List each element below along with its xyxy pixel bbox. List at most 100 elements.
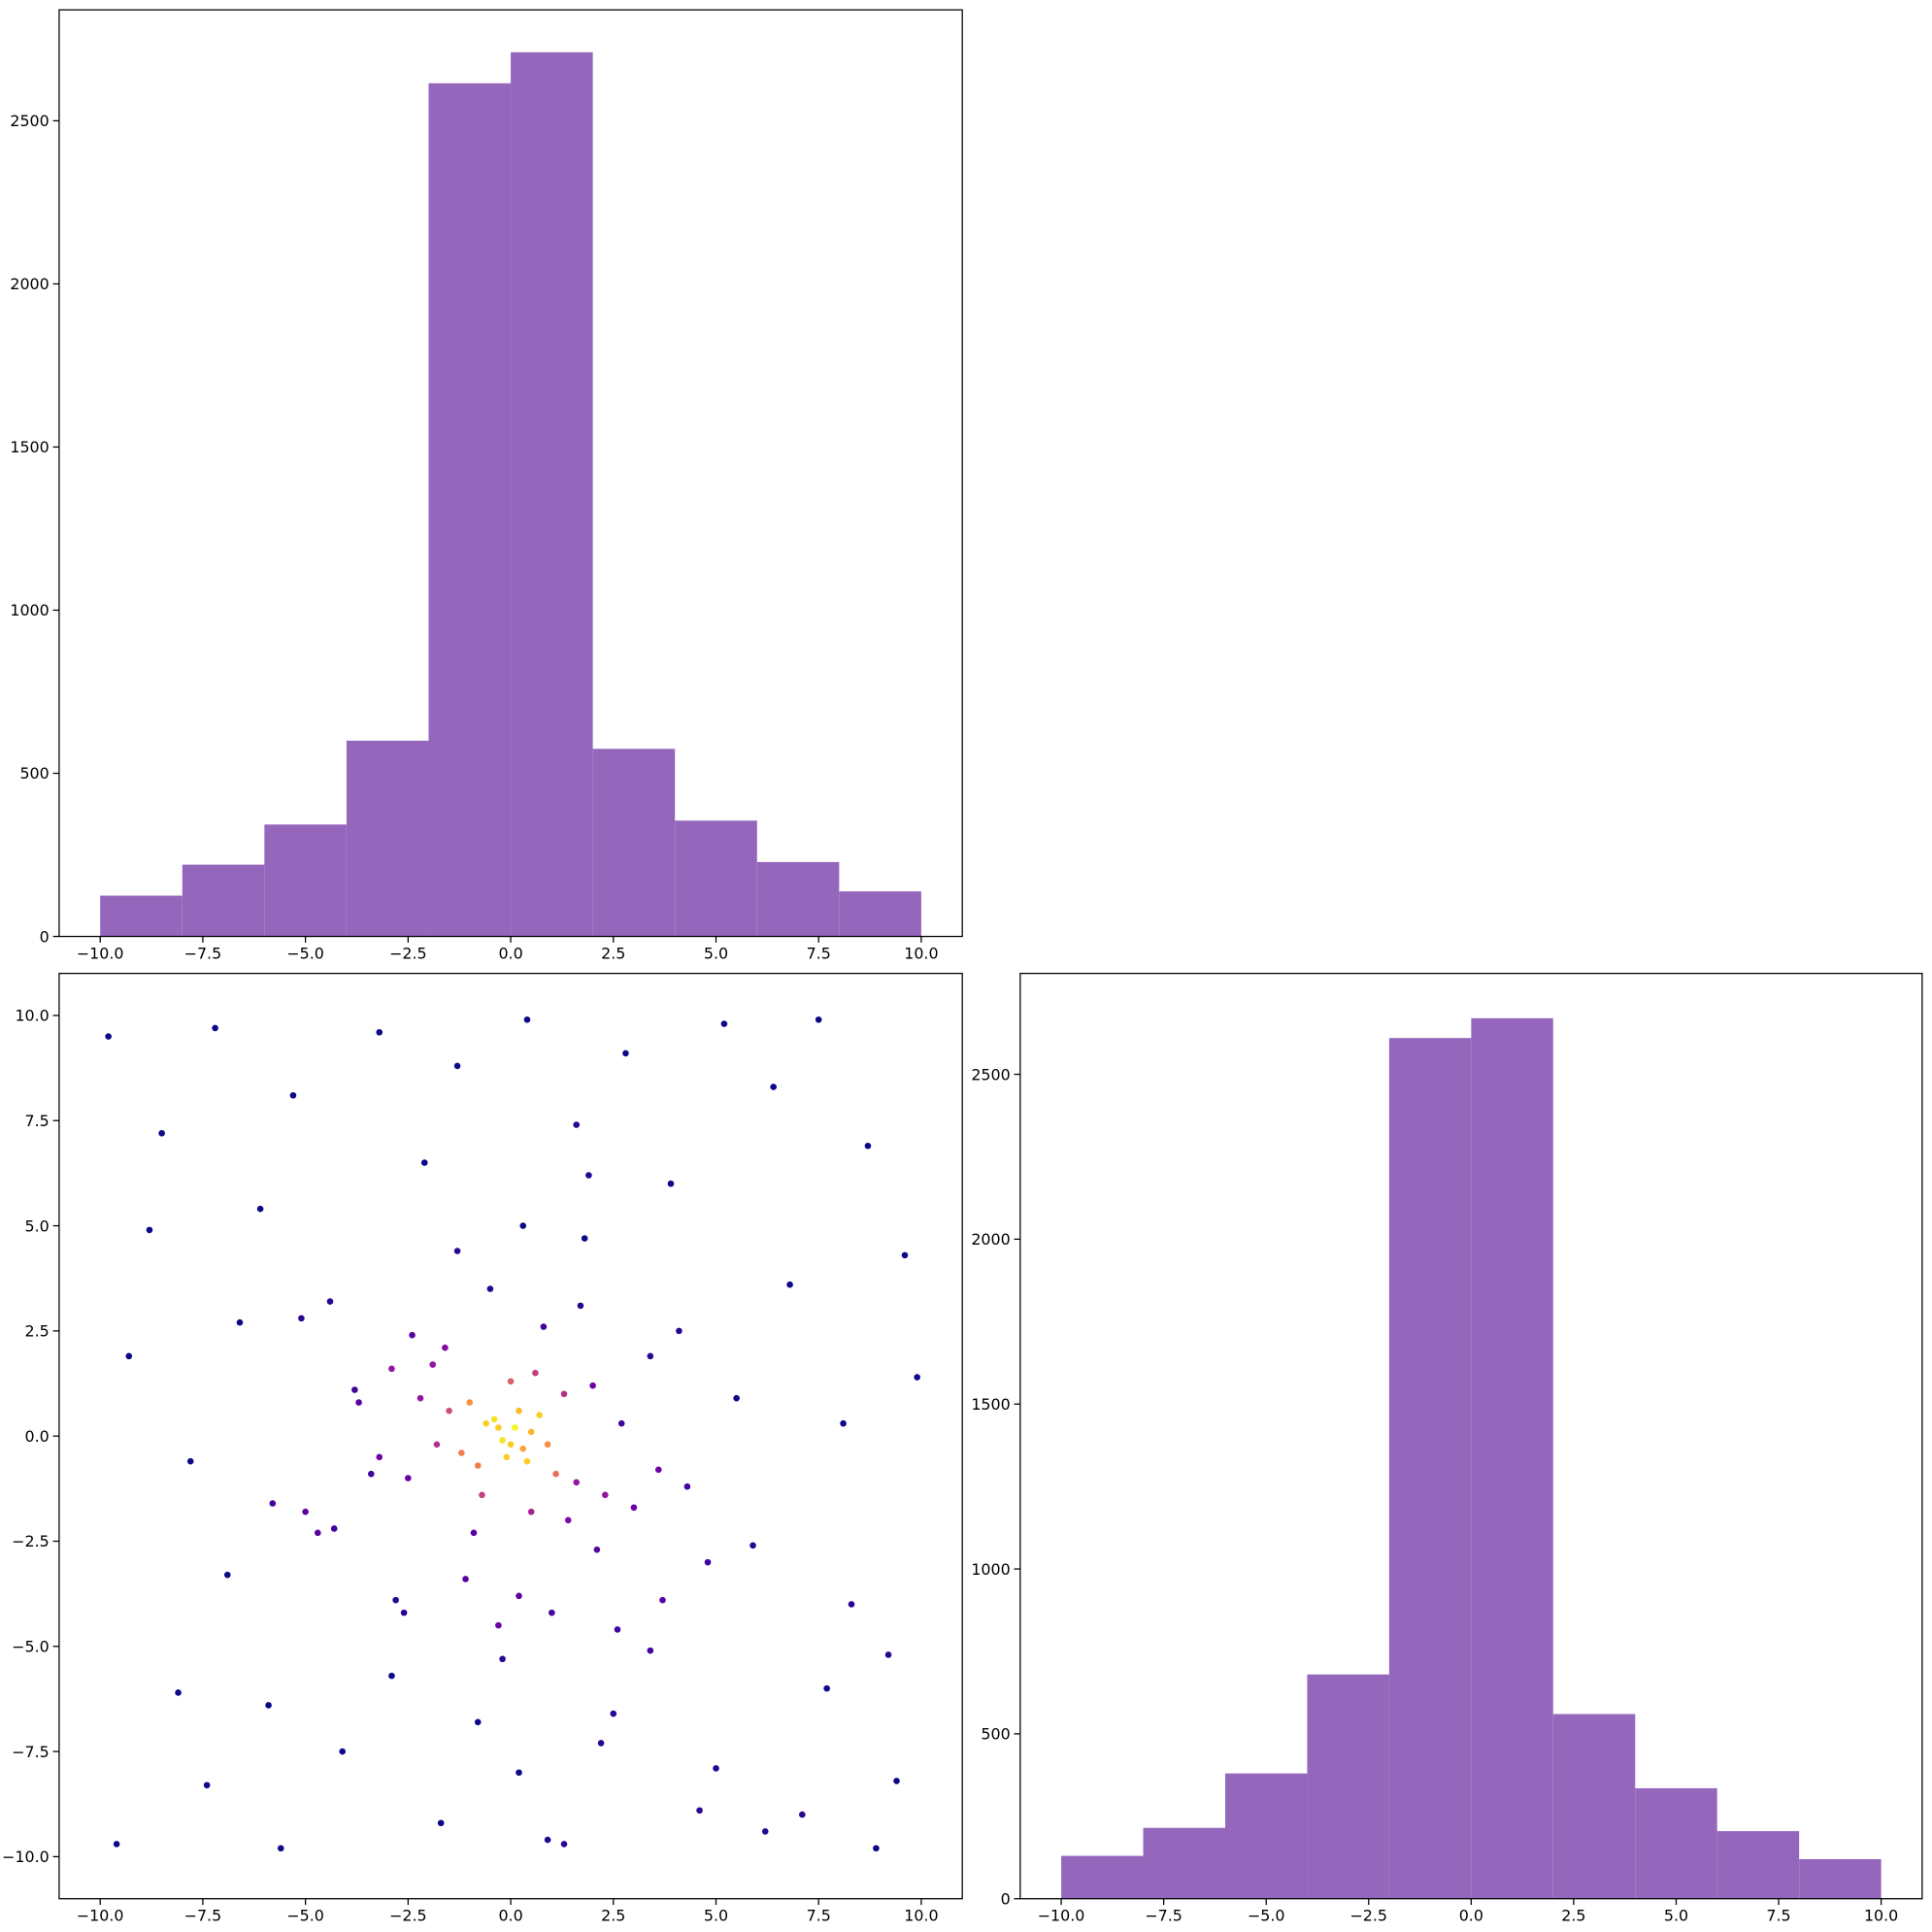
scatter-point [573,1479,581,1486]
scatter-point [659,1596,666,1604]
scatter-point [523,1457,531,1465]
x-tick-label: 7.5 [1766,1907,1790,1925]
scatter-point [761,1828,769,1835]
y-tick-label: 1000 [971,1560,1010,1579]
scatter-point [704,1558,712,1566]
scatter-point [864,1142,872,1149]
scatter-point [770,1083,777,1090]
scatter-point [236,1318,244,1326]
scatter-point [490,1416,498,1423]
scatter-point [503,1453,511,1461]
scatter-point [713,1765,719,1772]
scatter-point [848,1601,855,1608]
scatter-point [326,1298,334,1305]
histogram-bar [756,861,840,937]
y-tick-label: 1500 [971,1395,1010,1414]
y-tick-label: −2.5 [12,1532,50,1550]
x-tick-label: −7.5 [1145,1907,1183,1925]
x-tick-label: 10.0 [904,944,938,962]
histogram-bar [1799,1858,1882,1899]
x-tick-label: −5.0 [1248,1907,1285,1925]
histogram-bar [1143,1827,1225,1899]
scatter-point [733,1394,740,1402]
scatter-point [483,1419,489,1427]
scatter-point [125,1352,133,1360]
scatter-point [654,1466,662,1474]
scatter-point [376,1453,383,1461]
x-tick-label: −2.5 [389,944,427,962]
scatter-point [495,1621,502,1629]
scatter-point [298,1315,305,1322]
scatter-point [351,1386,358,1393]
scatter-point [622,1049,629,1057]
scatter-point [532,1369,539,1377]
scatter-point [798,1811,806,1818]
scatter-point [203,1782,211,1789]
scatter-point [186,1457,194,1465]
scatter-point [367,1470,375,1478]
y-tick-label: 10.0 [15,1007,49,1025]
scatter-point [560,1841,568,1848]
histogram-bar [1061,1855,1144,1899]
scatter-point [647,1352,654,1360]
scatter-point [339,1748,346,1755]
scatter-point [277,1845,284,1852]
scatter-point [597,1740,605,1747]
scatter-point [523,1016,531,1023]
scatter-point [581,1235,588,1242]
scatter-point [446,1407,452,1415]
scatter-point [815,1016,822,1023]
scatter-point [474,1718,482,1726]
scatter-point [589,1382,596,1389]
x-tick-label: 10.0 [904,1907,938,1925]
scatter-point [330,1525,338,1532]
scatter-point [507,1378,515,1385]
x-tick-label: 0.0 [498,1907,522,1925]
x-tick-label: −5.0 [286,944,324,962]
scatter-point [873,1845,880,1852]
histogram-bar [346,740,429,937]
scatter-point [499,1437,506,1444]
y-tick-label: −5.0 [12,1638,50,1656]
scatter-point [527,1428,535,1436]
y-tick-label: −10.0 [2,1848,50,1866]
histogram-bar [1307,1674,1389,1899]
histogram-bar [511,51,593,937]
scatter-point [265,1702,272,1709]
scatter-point [453,1062,461,1070]
histogram-bar [264,824,347,937]
scatter-point [462,1576,469,1582]
scatter-point [585,1172,592,1179]
scatter-point [519,1222,527,1229]
scatter-point [786,1281,793,1288]
scatter-point [516,1407,522,1415]
x-tick-label: 7.5 [807,1907,831,1925]
scatter-point [884,1651,892,1658]
scatter-point [212,1024,218,1032]
scatter-point [269,1500,277,1507]
scatter-point [113,1841,120,1848]
histogram-bar [1471,1017,1553,1899]
scatter-point [105,1033,112,1040]
y-tick-label: 5.0 [25,1216,50,1235]
scatter-point [355,1399,362,1406]
scatter-point [458,1449,465,1456]
histogram-bar [675,820,757,937]
scatter-point [552,1470,559,1478]
x-tick-label: 2.5 [601,944,625,962]
x-tick-label: −2.5 [1350,1907,1388,1925]
scatter-point [433,1441,441,1449]
x-tick-label: 7.5 [807,944,831,962]
x-tick-label: 2.5 [601,1907,625,1925]
scatter-point [823,1684,830,1692]
scatter-point [720,1020,728,1027]
y-tick-label: 0.0 [25,1427,50,1446]
scatter-point [840,1419,847,1427]
scatter-point [175,1689,182,1696]
histogram-bar [1635,1787,1717,1899]
scatter-point [683,1482,691,1490]
y-tick-label: 1000 [10,601,49,619]
x-tick-label: −5.0 [286,1907,324,1925]
scatter-point [466,1399,474,1406]
